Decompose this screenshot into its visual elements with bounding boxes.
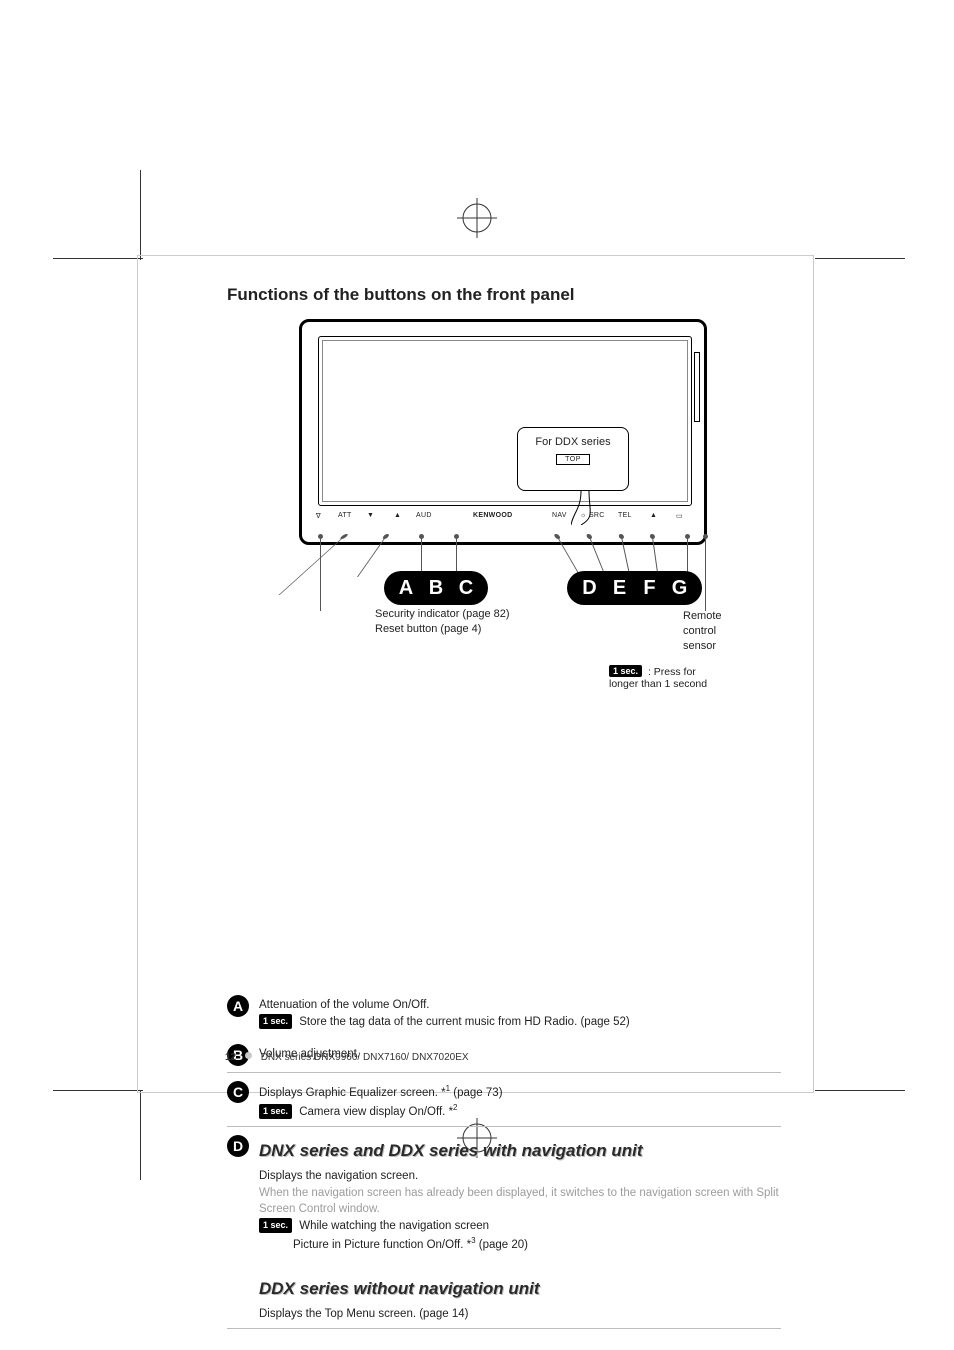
- row-d-p2: When the navigation screen has already b…: [259, 1185, 781, 1218]
- badge-pill-left: ABC: [384, 571, 488, 605]
- row-d-p3: While watching the navigation screen: [296, 1220, 489, 1232]
- note-security: Security indicator (page 82) Reset butto…: [375, 607, 510, 637]
- badge-c-small: C: [227, 1081, 249, 1103]
- crop-mark-top: [457, 198, 497, 238]
- crop-line: [140, 170, 141, 260]
- crop-line: [53, 258, 143, 259]
- page-footer: 12 DNX series DNX9960/ DNX7160/ DNX7020E…: [225, 1052, 469, 1063]
- subhead-ddx-nonav: DDX series without navigation unit: [259, 1277, 781, 1302]
- one-sec-tag: 1 sec.: [259, 1218, 292, 1233]
- bullet-icon: [245, 1052, 252, 1059]
- badge-f: F: [635, 571, 665, 605]
- badge-d-small: D: [227, 1135, 249, 1157]
- crop-line: [140, 1090, 141, 1180]
- row-d: D DNX series and DDX series with navigat…: [227, 1135, 781, 1259]
- bubble-stem: [571, 491, 591, 525]
- row-a: A Attenuation of the volume On/Off. 1 se…: [227, 995, 781, 1036]
- panel-button-row: ∇ ATT ▼ ▲ AUD KENWOOD NAV ☼ SRC TEL ▲ ▭: [318, 512, 692, 532]
- page-content: Functions of the buttons on the front pa…: [227, 285, 781, 1329]
- badge-c: C: [451, 571, 481, 605]
- badge-a-small: A: [227, 995, 249, 1017]
- legend-1sec: 1 sec. : Press for longer than 1 second: [609, 665, 709, 690]
- device-illustration: ∇ ATT ▼ ▲ AUD KENWOOD NAV ☼ SRC TEL ▲ ▭ …: [299, 319, 709, 629]
- row-a-line2: Store the tag data of the current music …: [296, 1016, 630, 1028]
- row-a-line1: Attenuation of the volume On/Off.: [259, 997, 781, 1014]
- top-button-label: TOP: [556, 454, 590, 465]
- one-sec-tag: 1 sec.: [609, 665, 642, 677]
- subhead-dnx-ddx-nav: DNX series and DDX series with navigatio…: [259, 1139, 781, 1164]
- section-heading: Functions of the buttons on the front pa…: [227, 285, 781, 305]
- row-d-p5: Displays the Top Menu screen. (page 14): [259, 1306, 781, 1323]
- button-function-list: A Attenuation of the volume On/Off. 1 se…: [227, 995, 781, 1329]
- bubble-label: For DDX series: [518, 436, 628, 448]
- one-sec-tag: 1 sec.: [259, 1014, 292, 1029]
- badge-a: A: [391, 571, 421, 605]
- row-c: C Displays Graphic Equalizer screen. *1 …: [227, 1081, 781, 1127]
- footer-text: DNX series DNX9960/ DNX7160/ DNX7020EX: [261, 1052, 469, 1063]
- crop-line: [815, 258, 905, 259]
- badge-d: D: [575, 571, 605, 605]
- page-number: 12: [225, 1052, 236, 1063]
- badge-e: E: [605, 571, 635, 605]
- note-remote-sensor: Remote control sensor: [683, 609, 722, 654]
- crop-line: [53, 1090, 143, 1091]
- crop-line: [815, 1090, 905, 1091]
- one-sec-tag: 1 sec.: [259, 1104, 292, 1119]
- badge-b: B: [421, 571, 451, 605]
- row-d-p1: Displays the navigation screen.: [259, 1168, 781, 1185]
- badge-pill-right: DEFG: [567, 571, 702, 605]
- row-d2: DDX series without navigation unit Displ…: [227, 1273, 781, 1329]
- ddx-callout-bubble: For DDX series TOP: [517, 427, 629, 491]
- badge-g: G: [665, 571, 695, 605]
